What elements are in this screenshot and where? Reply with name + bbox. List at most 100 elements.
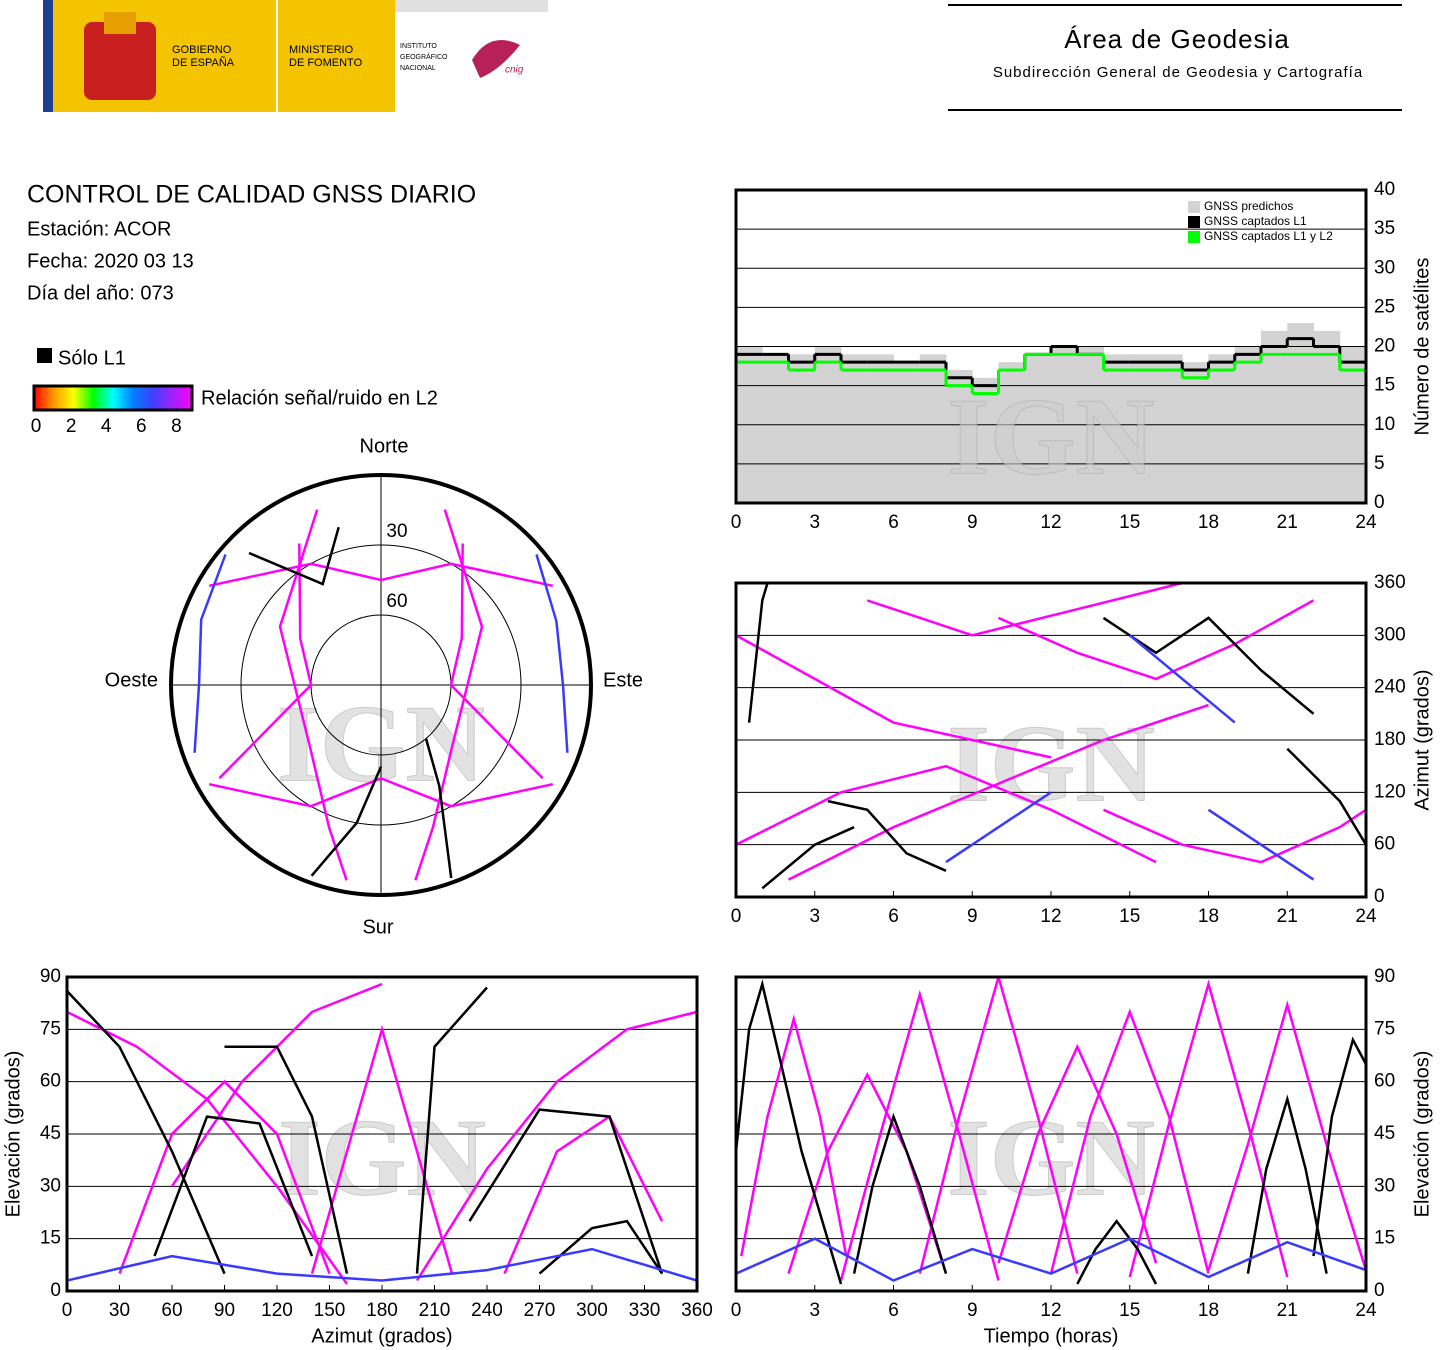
satellite-track — [747, 583, 769, 723]
direction-label: Sur — [362, 916, 393, 938]
bar — [762, 354, 789, 503]
plot-frame — [734, 975, 1368, 1293]
y-tick-label: 60 — [1374, 1071, 1395, 1092]
satellite-track — [1207, 808, 1315, 881]
satellite-track — [1102, 808, 1366, 864]
x-tick-label: 6 — [888, 512, 899, 533]
bar — [946, 369, 973, 503]
satellite-track — [415, 986, 488, 1274]
logo-text: MINISTERIO — [289, 44, 354, 56]
area-title: Área de Geodesia — [1064, 24, 1290, 54]
x-tick-label: 360 — [681, 1300, 713, 1321]
bar — [893, 362, 921, 503]
y-tick-label: 30 — [40, 1175, 61, 1196]
bar — [1024, 354, 1052, 503]
bar — [1313, 330, 1341, 503]
report-title: CONTROL DE CALIDAD GNSS DIARIO — [27, 181, 476, 209]
x-tick-label: 210 — [419, 1300, 451, 1321]
satellite-track — [740, 1014, 848, 1257]
satellite-track — [918, 977, 1079, 1274]
area-subtitle: Subdirección General de Geodesia y Carto… — [993, 64, 1363, 81]
satellite-track — [945, 791, 1052, 864]
direction-label: Norte — [360, 435, 409, 457]
y-tick-label: 30 — [1374, 257, 1395, 278]
cnig-mark — [472, 40, 520, 78]
satellite-track — [538, 1219, 664, 1275]
satellite-track — [218, 543, 313, 780]
legend-swatch — [1188, 231, 1200, 243]
x-tick-label: 90 — [214, 1300, 235, 1321]
y-tick-label: 10 — [1374, 414, 1395, 435]
x-tick-label: 300 — [576, 1300, 608, 1321]
x-tick-label: 9 — [967, 906, 978, 927]
x-tick-label: 330 — [629, 1300, 661, 1321]
bar — [1208, 354, 1236, 503]
charts: 0 2 4 6 8IGN3060NorteSurEsteOeste05101520253… — [2, 179, 1433, 1347]
y-tick-label: 0 — [1374, 1280, 1385, 1301]
x-tick-label: 3 — [809, 512, 820, 533]
satellite-track — [153, 1115, 314, 1257]
satellite-track — [310, 766, 383, 877]
y-axis-label: Elevación (grados) — [2, 1051, 24, 1218]
y-tick-label: 0 — [1374, 492, 1385, 513]
y-tick-label: 240 — [1374, 677, 1406, 698]
legend-label: GNSS predichos — [1204, 199, 1293, 213]
y-tick-label: 15 — [1374, 375, 1395, 396]
x-tick-label: 21 — [1277, 906, 1298, 927]
satellite-track — [224, 1045, 349, 1274]
x-tick-label: 9 — [967, 1300, 978, 1321]
chart: IGN 0 15 30 45 60 75 90 0 3 6 9 12 15 18 21 24 Tiempo (ho… — [731, 966, 1434, 1347]
x-tick-label: 12 — [1040, 512, 1061, 533]
satellite-track — [208, 776, 554, 808]
satellite-track — [310, 1024, 454, 1274]
x-tick-label: 21 — [1277, 512, 1298, 533]
satellite-track — [1128, 979, 1289, 1278]
sky-frame — [169, 473, 593, 897]
x-tick-label: 60 — [161, 1300, 182, 1321]
y-tick-label: 15 — [1374, 1228, 1395, 1249]
watermark: IGN — [947, 702, 1155, 824]
satellite-track — [424, 738, 453, 879]
watermark: IGN — [947, 1096, 1155, 1218]
y-tick-label: 30 — [1374, 1175, 1395, 1196]
y-tick-label: 40 — [1374, 179, 1395, 200]
y-tick-label: 25 — [1374, 296, 1395, 317]
legend-label: GNSS captados L1 y L2 — [1204, 229, 1333, 243]
crown — [104, 12, 136, 34]
x-tick-label: 240 — [471, 1300, 503, 1321]
x-axis-label: Azimut (grados) — [311, 1325, 452, 1347]
satellite-track — [1246, 1094, 1328, 1274]
logo-text: DE ESPAÑA — [172, 56, 235, 69]
y-tick-label: 360 — [1374, 572, 1406, 593]
legend-swatch — [37, 348, 52, 363]
x-tick-label: 6 — [888, 1300, 899, 1321]
direction-label: Oeste — [105, 669, 158, 691]
satellite-track — [248, 526, 340, 586]
satellite-track — [1049, 1008, 1210, 1274]
satellite-track — [208, 562, 554, 588]
y-tick-label: 0 — [50, 1280, 61, 1301]
bar — [1129, 354, 1157, 503]
y-axis-label: Azimut (grados) — [1411, 669, 1433, 810]
y-axis-label: Elevación (grados) — [1411, 1051, 1433, 1218]
colorbar — [32, 384, 194, 412]
colorbar-tick-label: 8 — [171, 416, 182, 437]
y-tick-label: 180 — [1374, 729, 1406, 750]
x-tick-label: 6 — [888, 906, 899, 927]
bar — [1156, 354, 1183, 503]
x-tick-label: 0 — [731, 1300, 742, 1321]
x-tick-label: 12 — [1040, 1300, 1061, 1321]
x-tick-label: 3 — [809, 906, 820, 927]
satellite-track — [736, 634, 1052, 759]
y-tick-label: 35 — [1374, 218, 1395, 239]
x-tick-label: 30 — [109, 1300, 130, 1321]
colorbar-tick-label: 2 — [66, 416, 77, 437]
x-tick-label: 24 — [1355, 1300, 1377, 1321]
legend-swatch — [1188, 216, 1200, 228]
satellite-track — [1207, 1000, 1366, 1271]
y-tick-label: 60 — [1374, 834, 1395, 855]
y-tick-label: 90 — [1374, 966, 1395, 987]
plot-frame — [65, 975, 699, 1293]
y-tick-label: 90 — [40, 966, 61, 987]
y-tick-label: 75 — [40, 1018, 61, 1039]
